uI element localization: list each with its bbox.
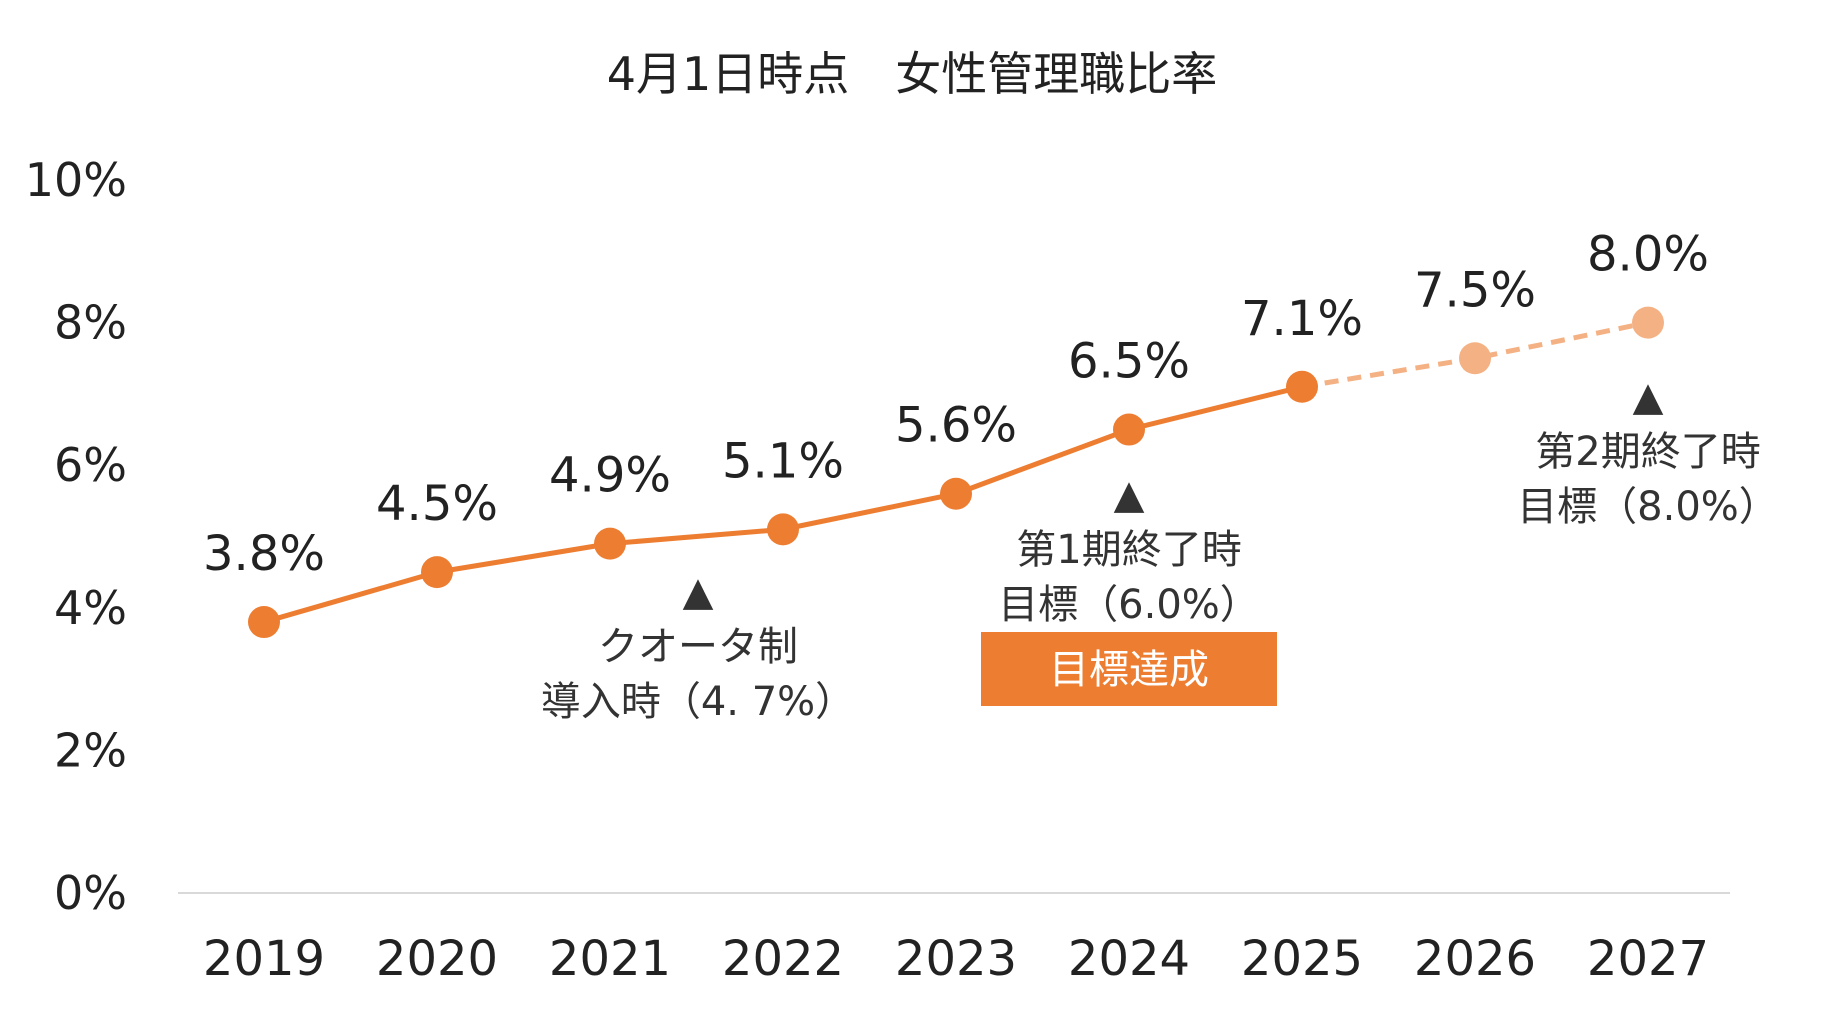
data-value-label: 8.0% bbox=[1587, 227, 1709, 283]
data-value-label: 4.9% bbox=[549, 448, 671, 504]
annotation-text: 第2期終了時 bbox=[1535, 429, 1760, 475]
badge-text: 目標達成 bbox=[1049, 647, 1209, 693]
data-point bbox=[1286, 370, 1318, 403]
data-labels: 3.8% 4.5% 4.9% 5.1% 5.6% 6.5% 7.1% 7.5% 8.0% bbox=[203, 227, 1709, 582]
data-value-label: 5.6% bbox=[895, 398, 1017, 454]
data-point bbox=[1632, 306, 1664, 339]
annotation-text: クオータ制 bbox=[598, 624, 798, 670]
data-value-label: 6.5% bbox=[1068, 334, 1190, 390]
data-value-label: 7.1% bbox=[1241, 291, 1363, 347]
data-value-label: 5.1% bbox=[722, 433, 844, 489]
x-tick-label: 2025 bbox=[1241, 931, 1363, 987]
data-point bbox=[1459, 342, 1491, 375]
x-tick-label: 2023 bbox=[895, 931, 1017, 987]
data-point bbox=[594, 527, 626, 560]
data-value-label: 7.5% bbox=[1414, 262, 1536, 318]
series-points bbox=[248, 306, 1664, 639]
data-value-label: 3.8% bbox=[203, 526, 325, 582]
annotation-text: 目標（8.0%） bbox=[1517, 484, 1779, 530]
chart-title: 4月1日時点 女性管理職比率 bbox=[607, 47, 1218, 101]
y-tick-label: 10% bbox=[25, 153, 127, 207]
series-lines bbox=[263, 320, 1649, 625]
triangle-marker-icon: ▲ bbox=[1114, 472, 1145, 518]
y-axis: 0% 2% 4% 6% 8% 10% bbox=[25, 153, 127, 920]
x-tick-label: 2022 bbox=[722, 931, 844, 987]
y-tick-label: 4% bbox=[54, 581, 127, 635]
x-tick-label: 2019 bbox=[203, 931, 325, 987]
data-point bbox=[421, 556, 453, 589]
x-tick-label: 2021 bbox=[549, 931, 671, 987]
x-tick-label: 2026 bbox=[1414, 931, 1536, 987]
target-achieved-badge bbox=[981, 632, 1277, 706]
data-value-label: 4.5% bbox=[376, 476, 498, 532]
data-point bbox=[248, 606, 280, 639]
annotation-text: 目標（6.0%） bbox=[998, 582, 1260, 628]
x-axis: 2019 2020 2021 2022 2023 2024 2025 2026 2027 bbox=[203, 931, 1709, 987]
y-tick-label: 8% bbox=[54, 296, 127, 350]
y-tick-label: 6% bbox=[54, 438, 127, 492]
target-series-line bbox=[1301, 320, 1649, 390]
y-tick-label: 2% bbox=[54, 723, 127, 777]
x-tick-label: 2024 bbox=[1068, 931, 1190, 987]
data-point bbox=[940, 477, 972, 510]
triangle-marker-icon: ▲ bbox=[1633, 374, 1664, 420]
annotation-text: 導入時（4. 7%） bbox=[541, 679, 855, 725]
data-point bbox=[1113, 413, 1145, 446]
annotation-text: 第1期終了時 bbox=[1016, 527, 1241, 573]
data-point bbox=[767, 513, 799, 546]
triangle-marker-icon: ▲ bbox=[683, 569, 714, 615]
x-tick-label: 2020 bbox=[376, 931, 498, 987]
y-tick-label: 0% bbox=[54, 866, 127, 920]
x-tick-label: 2027 bbox=[1587, 931, 1709, 987]
